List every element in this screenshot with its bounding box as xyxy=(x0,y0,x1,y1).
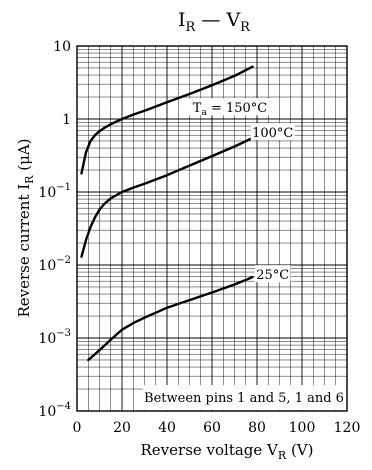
curve-label-1: 100°C xyxy=(252,126,293,141)
series-line-0 xyxy=(80,65,254,175)
x-tick-label: 20 xyxy=(113,420,131,436)
series-line-2 xyxy=(87,276,254,362)
pins-annotation-text: Between pins 1 and 5, 1 and 6 xyxy=(144,391,344,406)
y-tick-label: 10−3 xyxy=(38,328,71,347)
chart-title: IR — VR xyxy=(178,9,251,35)
curve-label-bg-1 xyxy=(250,123,295,141)
x-tick-label: 0 xyxy=(73,420,82,436)
x-axis-label: Reverse voltage VR (V) xyxy=(141,441,314,462)
pins-annotation: Between pins 1 and 5, 1 and 6 xyxy=(143,385,346,410)
curve-label-bg-2 xyxy=(254,265,291,283)
x-tick-label: 120 xyxy=(334,420,361,436)
y-tick-label: 1 xyxy=(62,112,71,128)
y-tick-labels: 10−4 10−3 10−2 10−1 1 10 xyxy=(38,39,71,420)
curve-label-bg-0 xyxy=(184,98,276,116)
plot-frame xyxy=(76,45,348,412)
x-tick-label: 40 xyxy=(158,420,176,436)
x-tick-label: 100 xyxy=(289,420,316,436)
y-tick-label: 10−4 xyxy=(38,401,71,420)
curve-label-0: Ta = 150°C xyxy=(193,101,268,118)
curve-label-2: 25°C xyxy=(256,268,289,283)
curve-labels: Ta = 150°C 100°C 25°C xyxy=(184,98,295,283)
y-tick-label: 10 xyxy=(53,39,71,55)
x-tick-label: 60 xyxy=(203,420,221,436)
y-tick-label: 10−2 xyxy=(38,255,71,274)
series-line-1 xyxy=(80,136,254,258)
y-axis-label: Reverse current IR (μA) xyxy=(15,138,36,317)
x-tick-label: 80 xyxy=(248,420,266,436)
data-curves xyxy=(80,65,254,362)
y-tick-label: 10−1 xyxy=(38,182,71,201)
x-tick-labels: 0 20 40 60 80 100 120 xyxy=(73,420,361,436)
